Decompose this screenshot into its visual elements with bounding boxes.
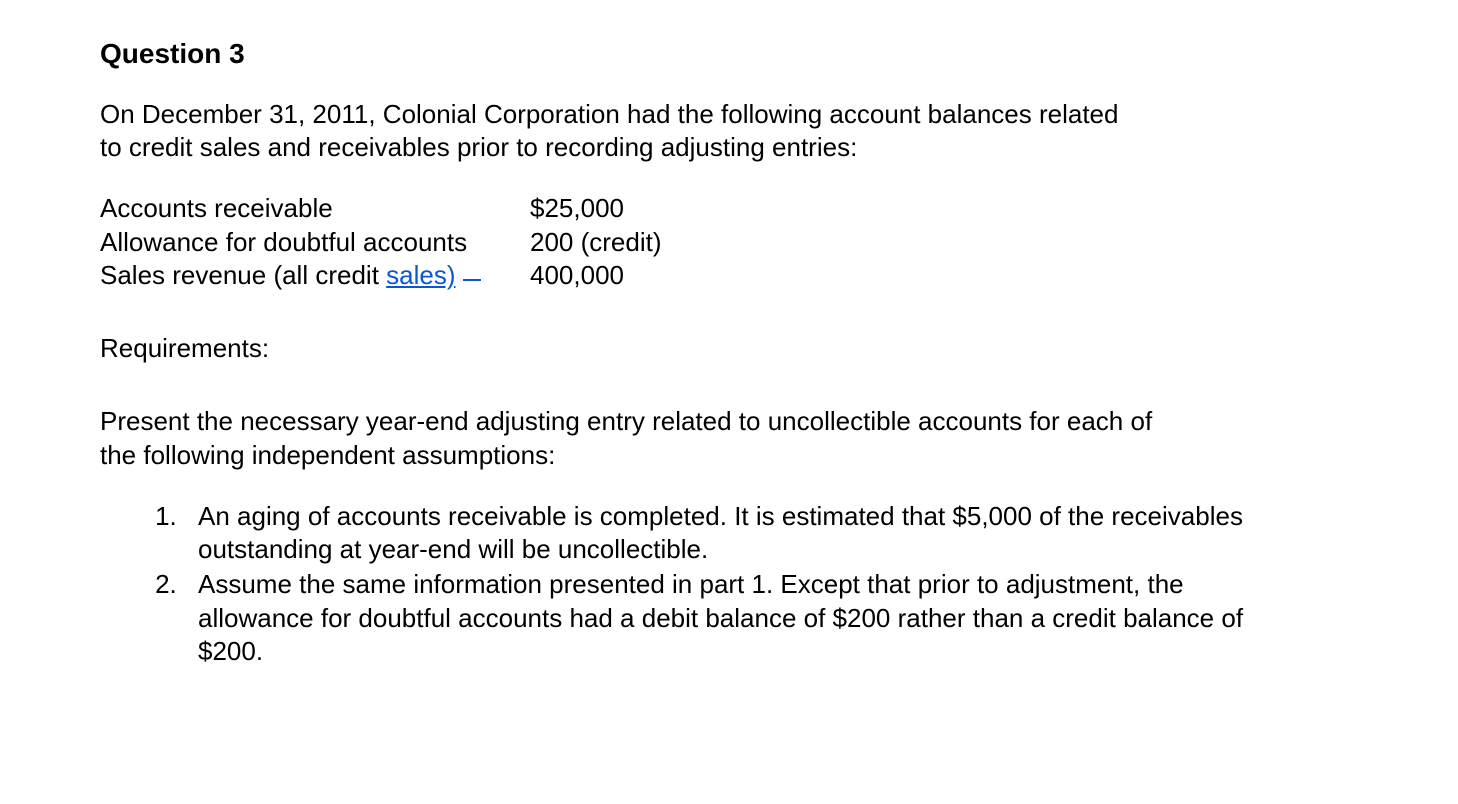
question-document: Question 3 On December 31, 2011, Colonia… [0, 0, 1458, 710]
account-balances-block: Accounts receivable $25,000 Allowance fo… [100, 192, 1358, 292]
balance-row: Accounts receivable $25,000 [100, 192, 1358, 225]
sales-link[interactable]: sales) [386, 260, 455, 290]
balance-label: Allowance for doubtful accounts [100, 226, 530, 259]
blank-underline [463, 279, 481, 281]
assumptions-list: An aging of accounts receivable is compl… [100, 500, 1244, 668]
balance-row: Allowance for doubtful accounts 200 (cre… [100, 226, 1358, 259]
balance-label: Accounts receivable [100, 192, 530, 225]
balance-value: $25,000 [530, 192, 624, 225]
requirements-text: Present the necessary year-end adjusting… [100, 405, 1160, 472]
intro-paragraph: On December 31, 2011, Colonial Corporati… [100, 98, 1140, 165]
balance-value: 400,000 [530, 259, 624, 292]
balance-row: Sales revenue (all credit sales) 400,000 [100, 259, 1358, 292]
balance-label: Sales revenue (all credit sales) [100, 259, 530, 292]
balance-label-pre: Sales revenue (all credit [100, 260, 386, 290]
question-heading: Question 3 [100, 36, 1358, 72]
assumption-item: Assume the same information presented in… [184, 568, 1244, 668]
assumption-item: An aging of accounts receivable is compl… [184, 500, 1244, 567]
requirements-label: Requirements: [100, 332, 1358, 365]
balance-value: 200 (credit) [530, 226, 662, 259]
